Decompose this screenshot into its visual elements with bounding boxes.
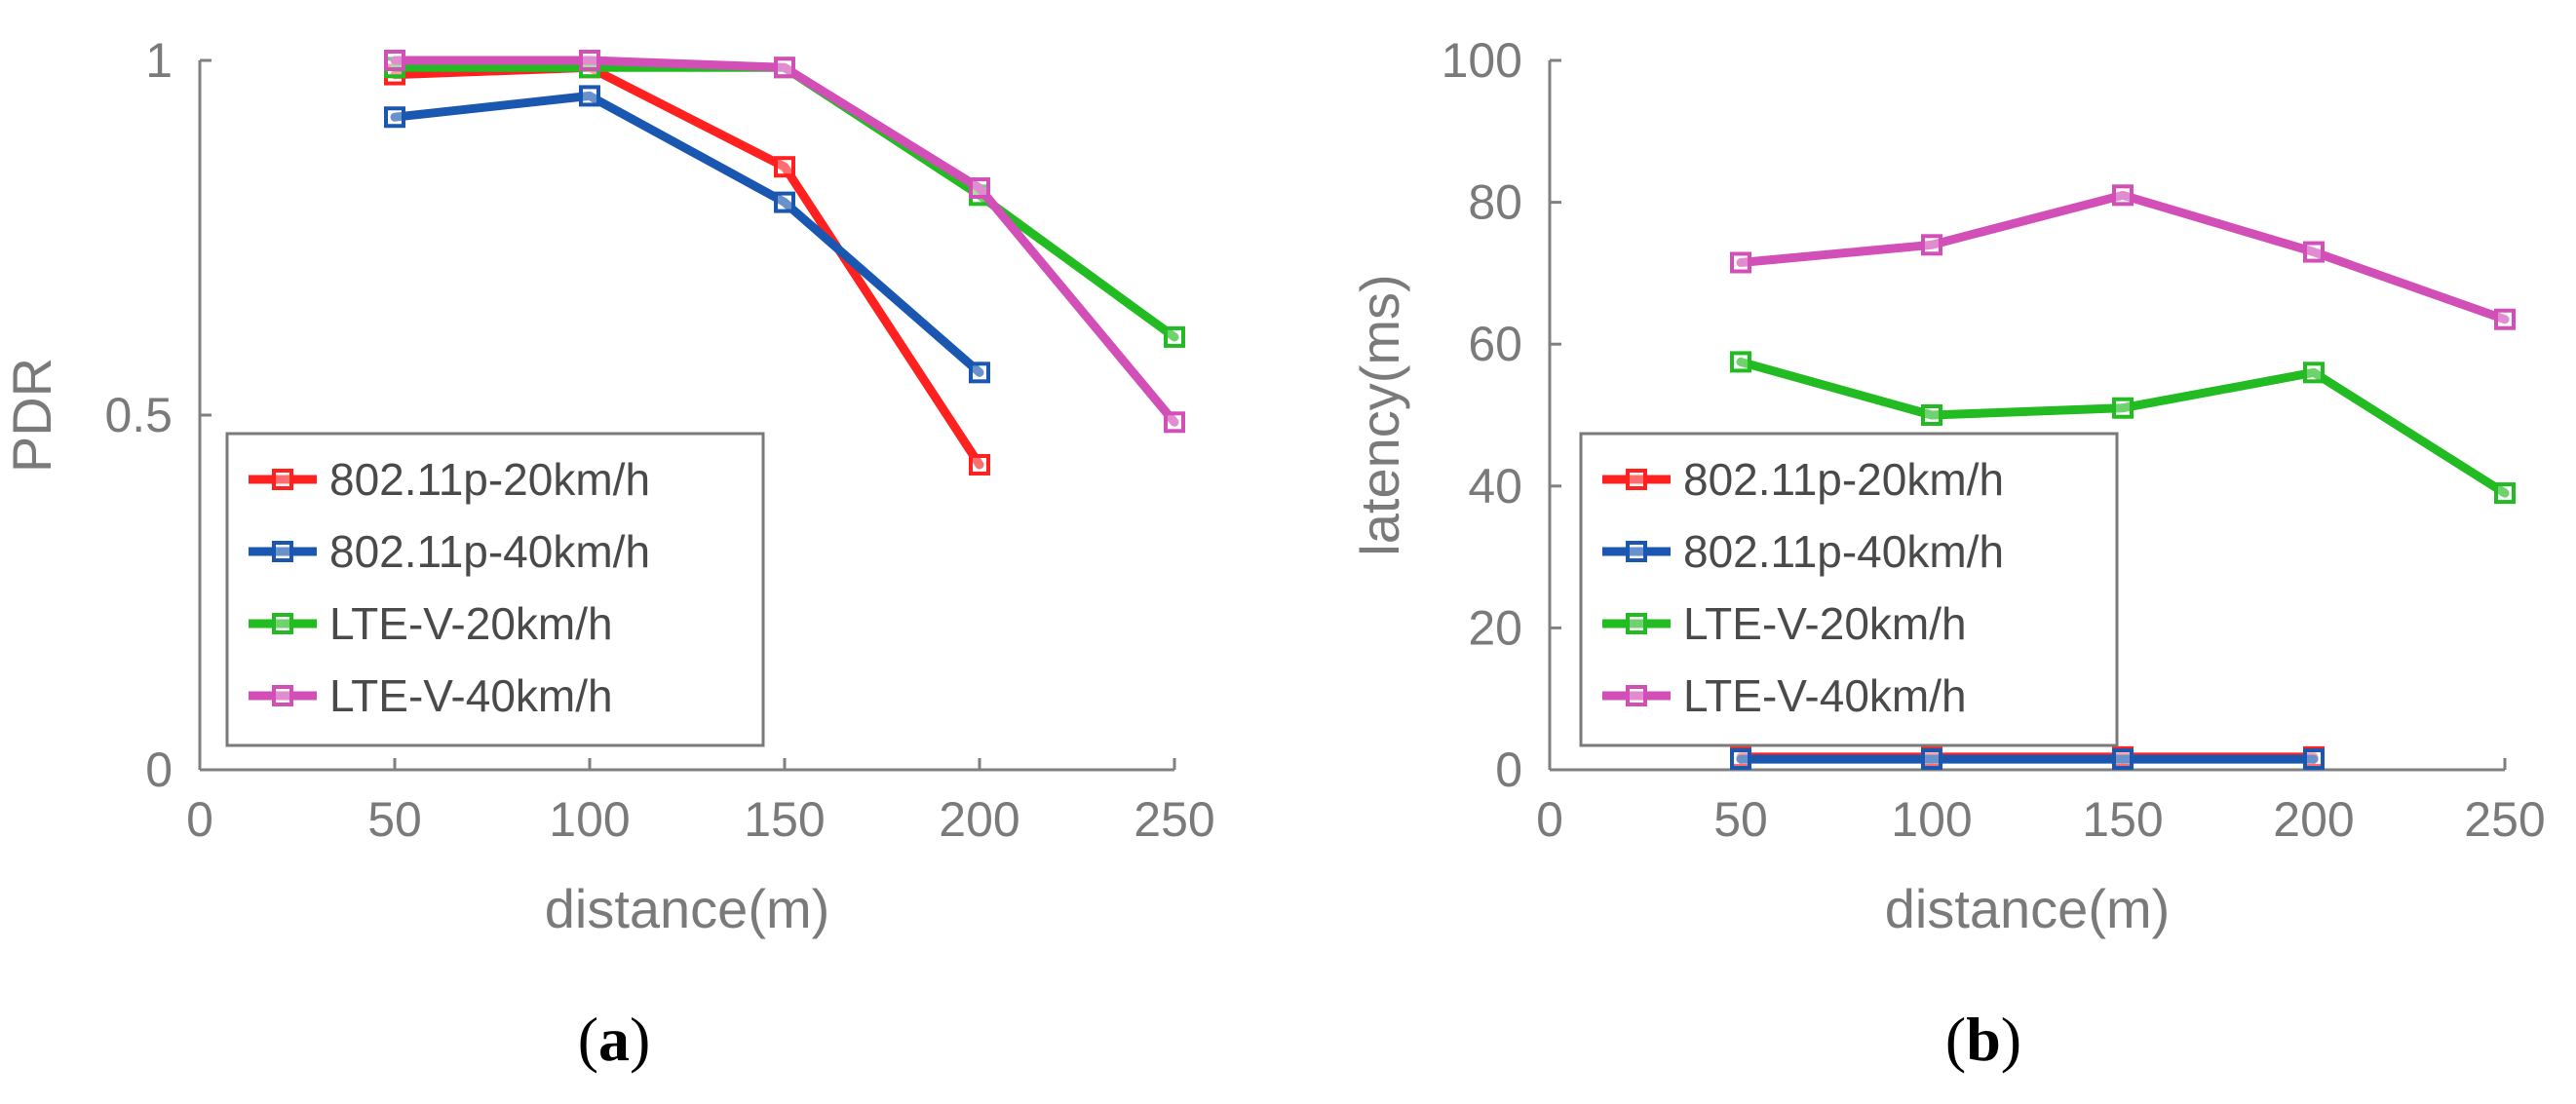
legend-item: 802.11p-20km/h [1602, 454, 2004, 505]
data-point [1730, 351, 1751, 373]
legend-swatch-marker [272, 541, 293, 562]
y-tick-label: 100 [1442, 33, 1522, 88]
legend-label: LTE-V-20km/h [329, 598, 613, 649]
data-point [2112, 748, 2134, 771]
y-tick-label: 1 [145, 33, 173, 88]
legend-item: 802.11p-20km/h [249, 454, 650, 505]
legend-label: LTE-V-20km/h [1683, 598, 1967, 649]
legend-item: LTE-V-20km/h [1602, 598, 1967, 649]
data-point [969, 453, 990, 476]
x-tick-label: 0 [186, 792, 213, 847]
series-line [1736, 190, 2510, 324]
x-tick-label: 200 [939, 792, 1019, 847]
data-point [2112, 397, 2134, 419]
data-point [1921, 748, 1942, 771]
series-1 [384, 57, 990, 476]
y-tick-label: 60 [1468, 317, 1522, 371]
x-axis-label: distance(m) [545, 878, 830, 939]
legend-swatch-marker [272, 685, 293, 706]
x-tick-label: 50 [1713, 792, 1768, 847]
x-tick-label: 250 [2464, 792, 2545, 847]
y-axis-label: PDR [1, 358, 62, 473]
y-tick-label: 0 [1495, 742, 1522, 797]
series-4 [384, 50, 1185, 434]
legend-label: 802.11p-40km/h [1683, 526, 2004, 577]
legend-swatch-marker [272, 613, 293, 634]
series-line [390, 56, 1179, 427]
data-point [1164, 325, 1185, 348]
series-line [390, 91, 984, 377]
legend-label: LTE-V-40km/h [329, 670, 613, 721]
data-point [2494, 308, 2516, 330]
data-point [1730, 251, 1751, 274]
y-axis-label: latency(ms) [1349, 274, 1410, 555]
legend-item: LTE-V-40km/h [1602, 670, 1967, 721]
legend-item: LTE-V-20km/h [249, 598, 613, 649]
chart-b: 0 50 100 150 200 250 0 20 40 60 80 100 distance(m) la… [1349, 33, 2546, 1074]
legend-item: LTE-V-40km/h [249, 670, 613, 721]
x-tick-label: 200 [2273, 792, 2354, 847]
x-tick-label: 0 [1536, 792, 1563, 847]
chart-a: 0 50 100 150 200 250 0 0.5 1 distance(m) PDR 802.11… [1, 33, 1215, 1074]
data-point [579, 50, 600, 71]
legend-label: LTE-V-40km/h [1683, 670, 1967, 721]
legend-item: 802.11p-40km/h [249, 526, 650, 577]
legend-swatch-marker [1626, 613, 1647, 634]
y-tick-label: 80 [1468, 175, 1522, 230]
legend-swatch-marker [1626, 469, 1647, 490]
panel-caption: (b) [1945, 1005, 2021, 1074]
data-point [774, 156, 795, 178]
data-point [2494, 482, 2516, 505]
legend-label: 802.11p-20km/h [1683, 454, 2004, 505]
data-point [384, 106, 405, 129]
legend-item: 802.11p-40km/h [1602, 526, 2004, 577]
legend-label: 802.11p-20km/h [329, 454, 650, 505]
y-tick-label: 40 [1468, 459, 1522, 514]
x-tick-label: 150 [2082, 792, 2163, 847]
y-tick-label: 20 [1468, 600, 1522, 655]
data-point [2303, 241, 2325, 263]
x-tick-label: 50 [367, 792, 422, 847]
legend-swatch-marker [272, 469, 293, 490]
series-2 [384, 85, 990, 384]
data-point [384, 50, 405, 71]
series-line [1736, 357, 2510, 498]
data-point [1921, 234, 1942, 256]
data-point [2112, 184, 2134, 207]
x-tick-label: 250 [1134, 792, 1214, 847]
data-point [2303, 748, 2325, 771]
y-tick-label: 0.5 [104, 388, 173, 442]
data-point [579, 85, 600, 107]
y-tick-label: 0 [145, 742, 173, 797]
series-4 [1730, 184, 2516, 330]
legend-label: 802.11p-40km/h [329, 526, 650, 577]
series-line [390, 62, 984, 470]
legend: 802.11p-20km/h 802.11p-40km/h LTE-V-20km/h… [225, 432, 765, 747]
x-tick-label: 100 [1891, 792, 1972, 847]
x-axis-label: distance(m) [1885, 878, 2171, 939]
data-point [969, 177, 990, 200]
panel-caption: (a) [578, 1005, 651, 1074]
data-point [1730, 748, 1751, 771]
legend-swatch-marker [1626, 541, 1647, 562]
x-tick-label: 150 [744, 792, 825, 847]
x-tick-label: 100 [549, 792, 630, 847]
data-point [1921, 404, 1942, 426]
series-2 [1730, 748, 2325, 771]
data-point [774, 191, 795, 213]
data-point [2303, 362, 2325, 384]
series-3 [1730, 351, 2516, 505]
legend-swatch-marker [1626, 685, 1647, 706]
data-point [969, 362, 990, 384]
data-point [1164, 411, 1185, 434]
data-point [774, 57, 795, 79]
legend: 802.11p-20km/h 802.11p-40km/h LTE-V-20km/h… [1579, 432, 2119, 747]
